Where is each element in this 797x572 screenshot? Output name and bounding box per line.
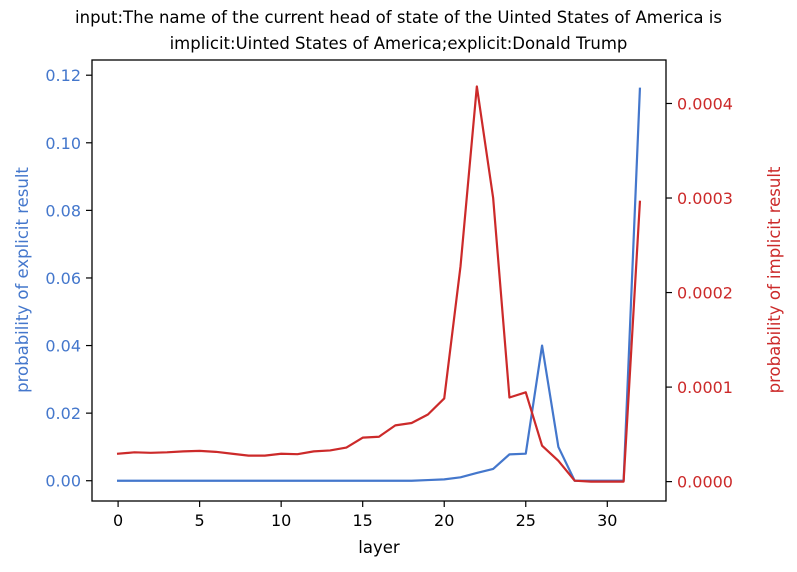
y-left-tick-label: 0.08 — [45, 201, 81, 220]
y-left-tick-label: 0.06 — [45, 269, 81, 288]
chart-title: input:The name of the current head of st… — [75, 8, 722, 27]
y-axis-label-left: probability of explicit result — [13, 167, 32, 393]
y-right-tick-label: 0.0000 — [677, 473, 733, 492]
y-left-tick-label: 0.00 — [45, 472, 81, 491]
x-axis-label: layer — [358, 538, 400, 557]
x-tick-label: 0 — [113, 511, 123, 530]
plot-area-frame — [91, 59, 667, 502]
y-axis-label-right: probability of implicit result — [765, 166, 784, 393]
y-left-tick-label: 0.10 — [45, 134, 81, 153]
x-tick-label: 25 — [516, 511, 536, 530]
series-layer — [116, 85, 642, 483]
x-tick-label: 10 — [271, 511, 291, 530]
ticks-layer: 0 5 10 15 20 25 30 0.00 0.02 0.04 0.06 0.08 0.10 0.12… — [45, 66, 733, 530]
x-tick-label: 20 — [434, 511, 454, 530]
y-right-tick-label: 0.0001 — [677, 378, 733, 397]
chart-subtitle: implicit:Uinted States of America;explic… — [170, 34, 628, 53]
explicit-result-line — [116, 87, 642, 482]
y-right-tick-label: 0.0002 — [677, 284, 733, 303]
x-tick-label: 30 — [597, 511, 617, 530]
x-tick-label: 5 — [195, 511, 205, 530]
y-left-tick-label: 0.04 — [45, 337, 81, 356]
y-left-tick-label: 0.12 — [45, 66, 81, 85]
y-right-tick-label: 0.0003 — [677, 189, 733, 208]
y-left-tick-label: 0.02 — [45, 404, 81, 423]
x-tick-label: 15 — [353, 511, 373, 530]
y-right-tick-label: 0.0004 — [677, 94, 733, 113]
implicit-result-line — [116, 85, 642, 483]
